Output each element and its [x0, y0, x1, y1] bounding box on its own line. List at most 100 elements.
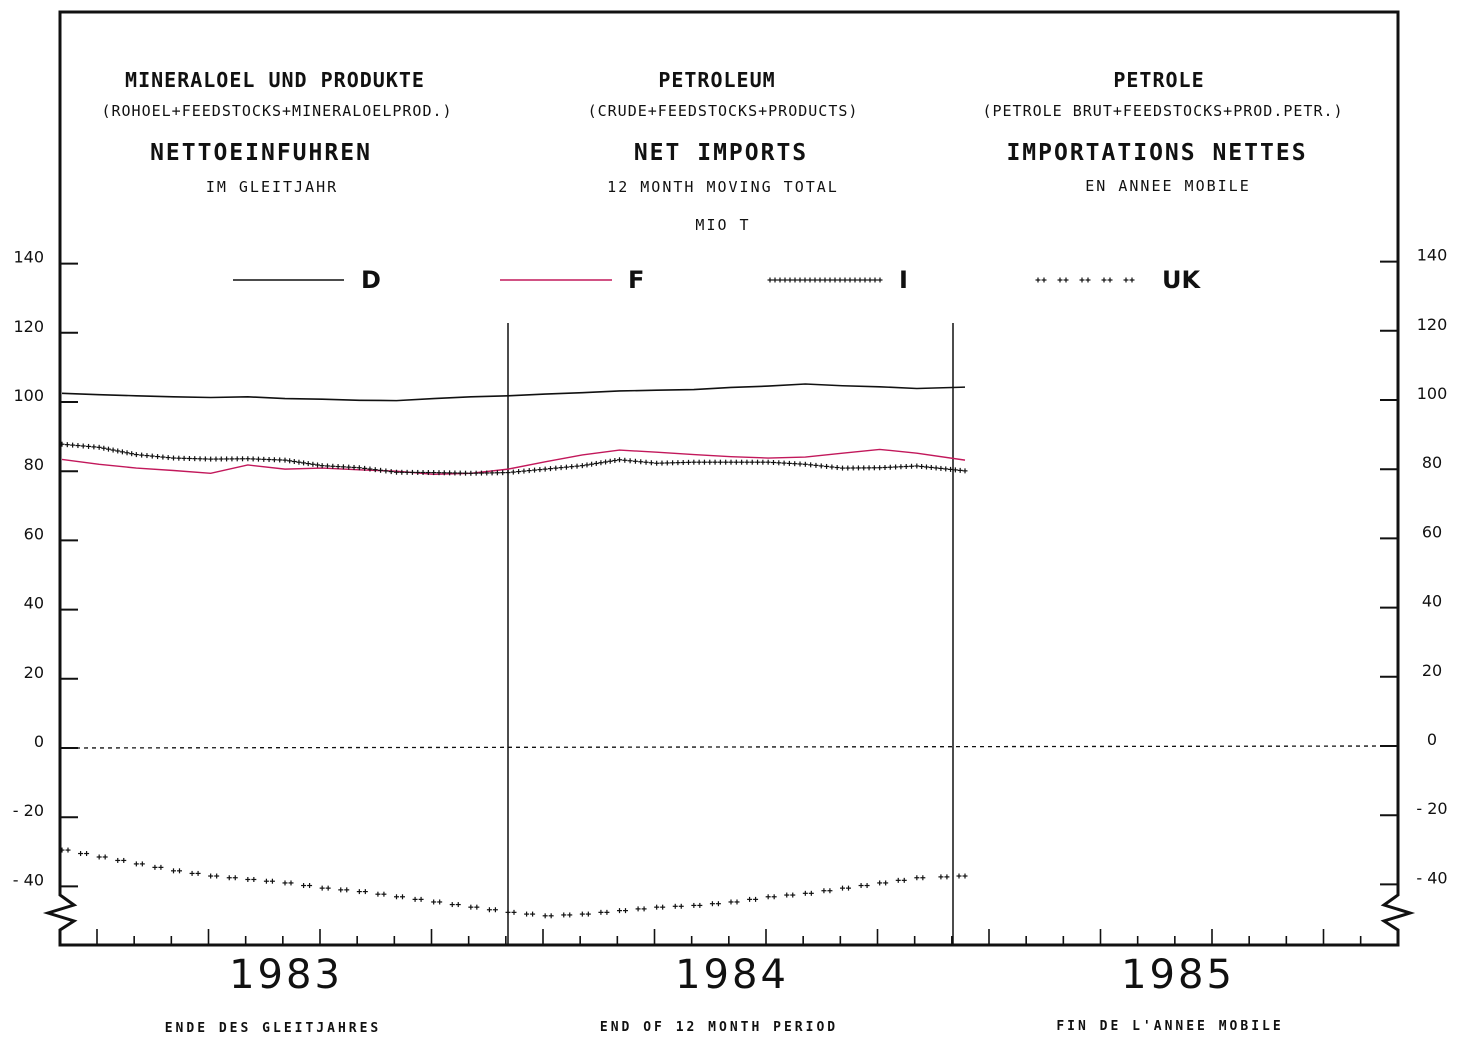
legend-swatch-mark	[837, 277, 843, 283]
data-point	[195, 870, 201, 876]
subheading-en: 12 MONTH MOVING TOTAL	[607, 178, 839, 196]
legend-label-i: I	[899, 266, 908, 294]
data-point	[171, 455, 176, 461]
data-point	[585, 911, 591, 917]
data-point	[909, 463, 915, 469]
data-point	[375, 891, 381, 897]
legend-swatch-mark	[1085, 277, 1091, 283]
data-point	[861, 465, 867, 471]
legend-swatch-mark	[817, 277, 823, 283]
data-point	[372, 467, 378, 473]
legend-swatch-mark	[867, 277, 873, 283]
data-point	[431, 470, 437, 476]
data-point	[505, 470, 511, 476]
legend-swatch-mark	[847, 277, 853, 283]
data-point	[155, 454, 161, 460]
data-point	[324, 463, 330, 469]
data-point	[598, 909, 604, 915]
footer-en: END OF 12 MONTH PERIOD	[599, 1020, 839, 1035]
legend-swatch-mark	[787, 277, 793, 283]
data-point	[229, 456, 235, 462]
data-point	[797, 461, 803, 467]
legend-item-i: I	[767, 266, 908, 294]
data-point	[855, 465, 861, 471]
legend-swatch-mark	[1123, 277, 1129, 283]
data-point	[617, 457, 622, 463]
data-point	[463, 470, 469, 476]
y-tick-label-left: 120	[13, 317, 44, 336]
data-point	[641, 906, 647, 912]
legend-swatch-mark	[857, 277, 863, 283]
data-point	[728, 459, 734, 465]
data-point	[282, 880, 288, 886]
data-point	[160, 454, 166, 460]
data-point	[101, 445, 107, 451]
data-point	[701, 459, 707, 465]
data-point	[325, 885, 331, 891]
plot-frame	[42, 10, 1416, 947]
data-point	[505, 909, 511, 915]
data-point	[765, 894, 771, 900]
data-point	[561, 912, 567, 918]
data-point	[734, 899, 740, 905]
data-point	[567, 912, 573, 918]
data-point	[338, 887, 344, 893]
y-tick-label-right: 60	[1422, 522, 1442, 541]
data-point	[208, 873, 214, 879]
data-point	[301, 883, 307, 889]
data-point	[500, 470, 506, 476]
data-point	[266, 457, 272, 463]
data-point	[887, 464, 893, 470]
data-point	[956, 873, 962, 879]
data-point	[786, 460, 792, 466]
data-point	[119, 449, 125, 455]
y-tick-label-left: 40	[24, 594, 44, 613]
data-point	[478, 470, 484, 476]
data-point	[648, 460, 654, 466]
legend-label-d: D	[361, 266, 381, 294]
data-point	[524, 911, 530, 917]
data-point	[96, 444, 102, 450]
data-point	[171, 868, 176, 874]
data-point	[933, 465, 939, 471]
data-point	[474, 904, 480, 910]
data-point	[593, 460, 599, 466]
data-point	[548, 913, 554, 919]
data-point	[563, 464, 569, 470]
data-point	[802, 461, 808, 467]
data-point	[319, 885, 325, 891]
legend-swatch-mark	[1057, 277, 1063, 283]
data-point	[301, 460, 307, 466]
title-fr: PETROLE	[1113, 68, 1205, 92]
data-point	[871, 465, 877, 471]
data-point	[866, 465, 872, 471]
data-point	[356, 889, 362, 895]
data-point	[948, 466, 954, 472]
data-point	[452, 470, 458, 476]
data-point	[659, 460, 665, 466]
data-point	[770, 460, 776, 466]
data-point	[598, 460, 604, 466]
data-point	[882, 464, 888, 470]
data-point	[691, 902, 697, 908]
data-point	[928, 464, 934, 470]
legend-swatch-mark	[1035, 277, 1041, 283]
data-point	[176, 455, 182, 461]
data-point	[707, 459, 713, 465]
y-tick-label-left: 0	[34, 732, 44, 751]
legend-swatch-mark	[862, 277, 868, 283]
data-point	[319, 463, 325, 469]
data-point	[447, 470, 453, 476]
title-de: MINERALOEL UND PRODUKTE	[125, 68, 425, 92]
data-point	[845, 465, 851, 471]
data-point	[691, 459, 697, 465]
data-point	[356, 465, 362, 471]
data-point	[771, 894, 777, 900]
data-point	[864, 883, 870, 889]
footer-fr: FIN DE L'ANNEE MOBILE	[1056, 1019, 1284, 1034]
data-point	[409, 469, 415, 475]
data-point	[59, 441, 65, 447]
data-point	[670, 460, 676, 466]
data-point	[226, 875, 232, 881]
data-point	[263, 878, 269, 884]
